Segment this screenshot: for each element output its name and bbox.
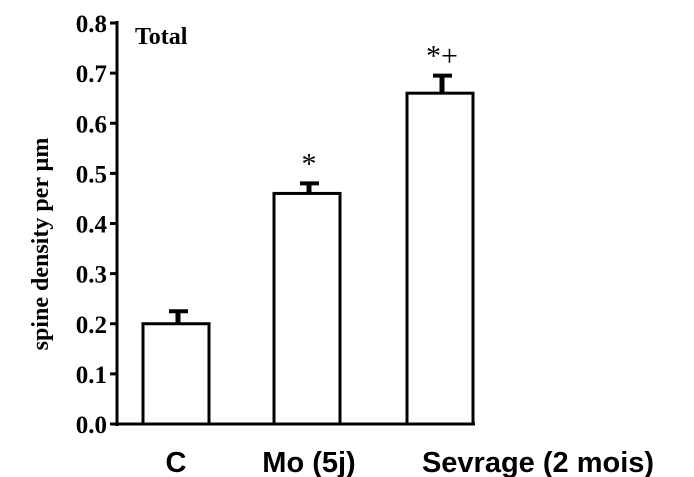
- x-category-label: C: [166, 447, 187, 477]
- x-category-label: Sevrage (2 mois): [422, 447, 654, 477]
- y-tick-label: 0.8: [76, 11, 107, 38]
- significance-marker: *: [302, 147, 317, 180]
- y-tick-label: 0.6: [76, 111, 107, 138]
- bar: [405, 91, 475, 426]
- y-tick-label: 0.4: [76, 212, 108, 239]
- y-axis-label: spine density per µm: [28, 138, 54, 351]
- y-tick-label: 0.5: [76, 161, 107, 188]
- significance-marker: *+: [426, 40, 458, 73]
- plot-area: 0.0 0.1 0.2 0.3 0.4 0.5 0.6 0.7 0.8 C * Mo (5j) *+ Se…: [76, 11, 654, 477]
- bar: [272, 191, 342, 426]
- y-tick-label: 0.2: [76, 312, 107, 339]
- x-category-label: Mo (5j): [262, 447, 355, 477]
- y-tick-label: 0.1: [76, 362, 107, 389]
- y-tick-label: 0.7: [76, 61, 107, 88]
- bar: [141, 322, 211, 426]
- y-tick-label: 0.3: [76, 262, 107, 289]
- y-tick-label: 0.0: [76, 412, 107, 439]
- chart-title: Total: [135, 24, 188, 50]
